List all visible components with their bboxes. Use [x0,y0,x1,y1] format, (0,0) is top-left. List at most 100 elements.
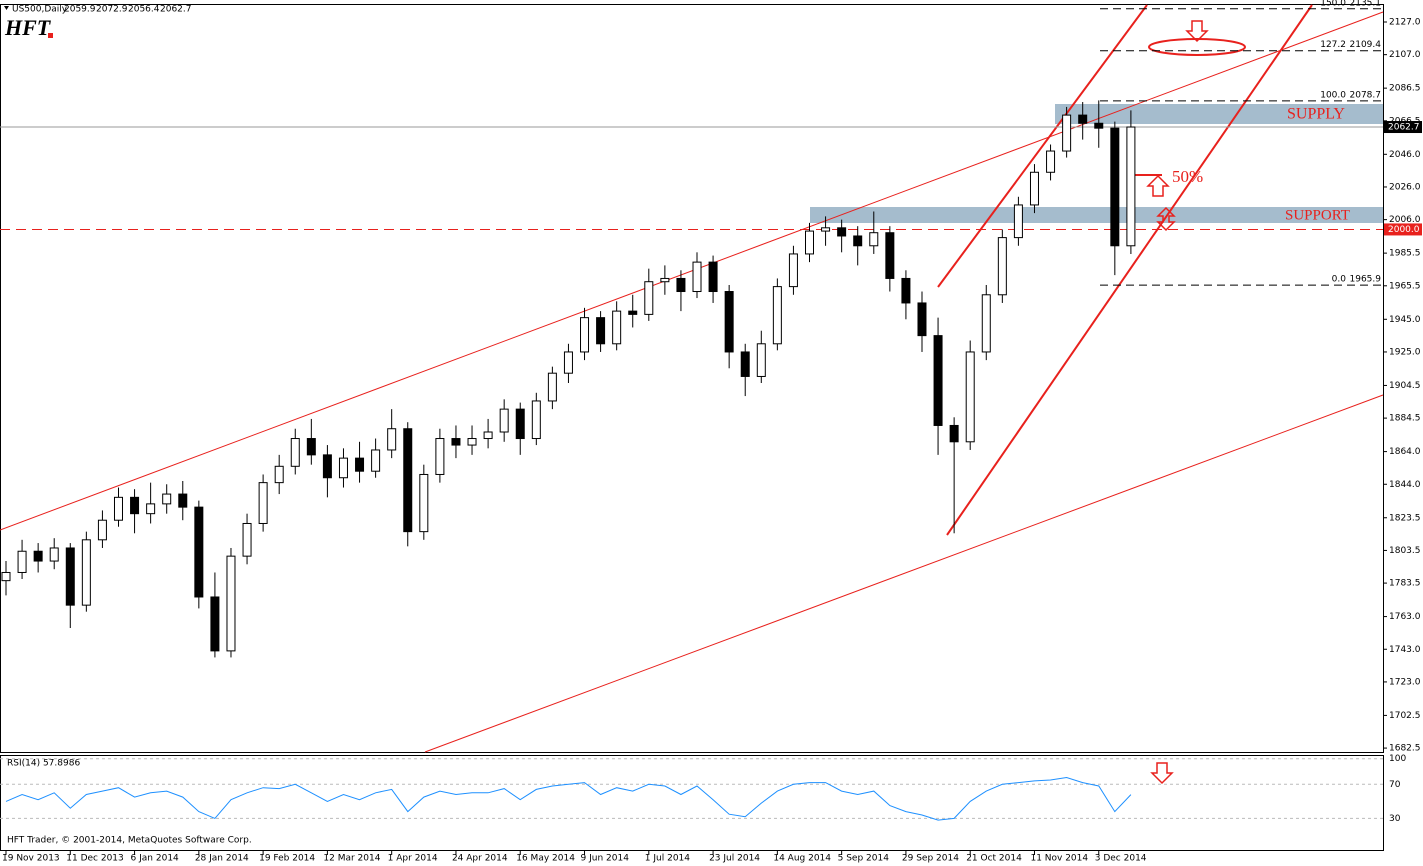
header-high: 2072.9 [96,5,128,15]
x-tick-label: 23 Jul 2014 [709,854,760,864]
y-tick-label: 1702.5 [1389,711,1421,721]
rsi-tick-label: 30 [1389,814,1401,824]
candle-body [242,522,252,557]
candle-body [949,424,959,443]
candle-body [692,261,702,293]
x-tick-label: 1 Jul 2014 [645,854,690,864]
candle-body [788,253,798,288]
rsi-tick-label: 100 [1389,754,1406,764]
candle-body [901,277,911,304]
header-low: 2056.4 [128,5,160,15]
copyright: HFT Trader, © 2001-2014, MetaQuotes Soft… [7,836,252,846]
candle-body [612,310,622,345]
trend-lines [0,4,1384,785]
y-tick-label: 1945.0 [1389,315,1421,325]
y-tick-label: 2127.0 [1389,17,1421,27]
candle-body [981,294,991,353]
rsi-frame [0,755,1384,851]
candle-body [1029,171,1039,206]
target-ellipse [1148,38,1246,56]
candle-body [483,431,493,440]
logo-dot [48,33,53,38]
support-zone [810,207,1383,223]
candle-body [531,400,541,440]
candle-body [596,317,606,345]
main-frame [0,4,1384,753]
candle-body [322,454,332,479]
trend-line [0,11,1384,531]
rsi-title: RSI(14) 57.8986 [7,759,80,769]
arrow-down [1185,20,1209,43]
y-tick-label: 1763.0 [1389,612,1421,622]
y-tick-label: 1864.0 [1389,447,1421,457]
candle-body [499,408,509,433]
support-price-label: 2000.0 [1388,225,1420,235]
trend-line [946,4,1313,536]
candle-body [563,351,573,374]
header-open: 2059.9 [64,5,96,15]
candle-body [210,596,220,652]
y-tick-label: 1925.0 [1389,347,1421,357]
y-tick-label: 1743.0 [1389,645,1421,655]
y-tick-label: 1884.5 [1389,414,1421,424]
header-icon [4,6,9,10]
candle-body [419,473,429,533]
candle-body [371,449,381,472]
logo: HFT [4,15,52,40]
candle-body [965,351,975,443]
candle-body [580,317,590,353]
candle-body [821,227,831,232]
candle-body [917,302,927,337]
candle-body [194,506,204,598]
support-price-box [1384,223,1422,236]
candle-body [355,457,365,472]
candle-body [708,261,718,293]
x-tick-label: 6 Jan 2014 [131,854,179,864]
candle-body [226,555,236,652]
y-tick-label: 1783.5 [1389,579,1421,589]
candle-body [467,438,477,446]
candle-body [1,571,11,582]
x-tick-label: 29 Sep 2014 [902,854,959,864]
x-tick-label: 24 Apr 2014 [452,854,508,864]
candle-body [435,438,445,475]
candle-body [258,482,268,524]
candle-body [805,230,814,255]
y-tick-label: 1803.5 [1389,546,1421,556]
candle-body [885,232,895,279]
candle-body [178,493,188,508]
retrace-label: 50% [1172,167,1203,186]
candle-body [756,343,766,377]
y-tick-label: 1965.5 [1389,281,1421,291]
candle-body [146,503,156,515]
rsi-line [5,776,1132,821]
candle-body [338,457,348,479]
x-tick-label: 1 Apr 2014 [388,854,438,864]
candle-body [1046,150,1056,173]
x-tick-label: 19 Nov 2013 [2,854,60,864]
fib-price: 1965.9 [1350,275,1382,285]
candle-body [162,493,172,505]
header-close: 2062.7 [160,5,192,15]
candle-body [1094,122,1104,129]
candle-body [515,408,525,440]
arrow-up-down [1156,206,1176,232]
candle-body [740,351,750,377]
x-tick-label: 11 Nov 2014 [1030,854,1088,864]
y-tick-label: 2086.5 [1389,84,1421,94]
candle-body [306,438,316,456]
candle-body [97,519,107,541]
candle-body [644,281,654,315]
supply-zone [1055,104,1383,124]
candle-body [130,496,140,515]
x-tick-label: 19 Feb 2014 [259,854,315,864]
x-tick-label: 9 Jun 2014 [581,854,630,864]
y-tick-label: 1723.0 [1389,677,1421,687]
candle-body [628,310,638,315]
candle-body [933,335,943,426]
trend-line [937,4,1148,288]
fib-price: 2109.4 [1350,40,1382,50]
x-tick-label: 5 Sep 2014 [838,854,890,864]
